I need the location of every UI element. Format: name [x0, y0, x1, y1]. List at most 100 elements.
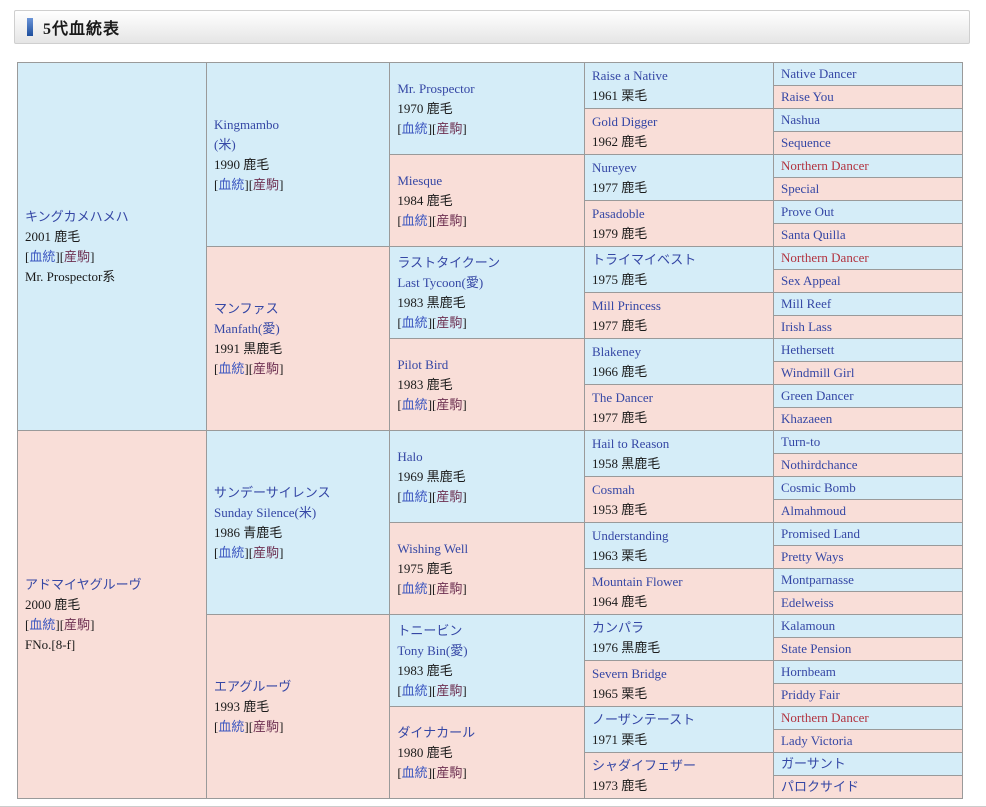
- horse-name-link[interactable]: サンデーサイレンス: [214, 484, 331, 500]
- horse-name-link[interactable]: Santa Quilla: [780, 227, 846, 242]
- pedigree-link-blood[interactable]: 血統: [401, 120, 428, 136]
- horse-name-link[interactable]: Mountain Flower: [591, 573, 683, 589]
- horse-name-link[interactable]: Native Dancer: [780, 66, 857, 81]
- horse-name-link[interactable]: シャダイフェザー: [591, 757, 696, 773]
- pedigree-link-offspring[interactable]: 産駒: [436, 396, 463, 412]
- horse-name-link[interactable]: トニービン: [397, 622, 463, 638]
- horse-name-link[interactable]: Montparnasse: [780, 572, 854, 587]
- pedigree-link-blood[interactable]: 血統: [218, 718, 245, 734]
- pedigree-link-offspring[interactable]: 産駒: [253, 718, 280, 734]
- horse-name-link[interactable]: Lady Victoria: [780, 733, 853, 748]
- pedigree-link-offspring[interactable]: 産駒: [436, 314, 463, 330]
- horse-name2-link[interactable]: Last Tycoon(愛): [397, 274, 484, 290]
- horse-name-link[interactable]: カンパラ: [591, 619, 644, 635]
- horse-name-link[interactable]: Mill Princess: [591, 297, 661, 313]
- pedigree-link-offspring[interactable]: 産駒: [253, 544, 280, 560]
- horse-name-link[interactable]: Priddy Fair: [780, 687, 840, 702]
- horse-name-link[interactable]: ガーサント: [780, 756, 846, 771]
- horse-name2-link[interactable]: (米): [214, 136, 236, 152]
- horse-name-link[interactable]: Promised Land: [780, 526, 861, 541]
- pedigree-link-blood[interactable]: 血統: [218, 176, 245, 192]
- pedigree-link-blood[interactable]: 血統: [29, 248, 56, 264]
- pedigree-link-offspring[interactable]: 産駒: [436, 764, 463, 780]
- horse-name-link[interactable]: パロクサイド: [780, 779, 859, 794]
- horse-name-link[interactable]: Hethersett: [780, 342, 835, 357]
- horse-name-link[interactable]: Almahmoud: [780, 503, 846, 518]
- horse-name-link[interactable]: Halo: [397, 448, 423, 464]
- pedigree-link-blood[interactable]: 血統: [218, 360, 245, 376]
- horse-name-link[interactable]: Khazaeen: [780, 411, 833, 426]
- horse-name-link[interactable]: Nothirdchance: [780, 457, 858, 472]
- horse-name-link[interactable]: Raise a Native: [591, 67, 668, 83]
- pedigree-link-blood[interactable]: 血統: [401, 314, 428, 330]
- horse-name-link[interactable]: Raise You: [780, 89, 834, 104]
- horse-name-link[interactable]: Wishing Well: [397, 540, 469, 556]
- horse-name-link[interactable]: Windmill Girl: [780, 365, 855, 380]
- pedigree-link-offspring[interactable]: 産駒: [436, 212, 463, 228]
- pedigree-link-offspring[interactable]: 産駒: [253, 176, 280, 192]
- pedigree-link-offspring[interactable]: 産駒: [64, 248, 91, 264]
- horse-cell: Sequence: [772, 131, 964, 155]
- horse-name-link[interactable]: Northern Dancer: [780, 710, 869, 725]
- horse-name-link[interactable]: Kingmambo: [214, 116, 279, 132]
- pedigree-link-blood[interactable]: 血統: [401, 488, 428, 504]
- horse-name-link[interactable]: Special: [780, 181, 820, 196]
- pedigree-link-blood[interactable]: 血統: [401, 682, 428, 698]
- horse-name-link[interactable]: Mr. Prospector: [397, 80, 475, 96]
- horse-name-link[interactable]: Miesque: [397, 172, 443, 188]
- horse-name-link[interactable]: Understanding: [591, 527, 669, 543]
- horse-name2-link[interactable]: Sunday Silence(米): [214, 504, 317, 520]
- horse-name-link[interactable]: ダイナカール: [397, 724, 476, 740]
- horse-name-link[interactable]: Edelweiss: [780, 595, 834, 610]
- horse-name-link[interactable]: Green Dancer: [780, 388, 854, 403]
- horse-name-link[interactable]: Hornbeam: [780, 664, 836, 679]
- horse-name-link[interactable]: Hail to Reason: [591, 435, 670, 451]
- pedigree-link-blood[interactable]: 血統: [401, 764, 428, 780]
- horse-name-link[interactable]: ラストタイクーン: [397, 254, 501, 270]
- horse-year-line: 1977 鹿毛: [592, 316, 766, 336]
- horse-name-link[interactable]: Kalamoun: [780, 618, 836, 633]
- horse-name-link-line: Nureyev: [592, 158, 766, 178]
- horse-name-link[interactable]: Pasadoble: [591, 205, 645, 221]
- horse-name-link[interactable]: Northern Dancer: [780, 250, 869, 265]
- horse-name-link[interactable]: Sequence: [780, 135, 831, 150]
- horse-name-link[interactable]: Turn-to: [780, 434, 821, 449]
- horse-name2-link[interactable]: Tony Bin(愛): [397, 642, 468, 658]
- horse-name-link[interactable]: Gold Digger: [591, 113, 658, 129]
- horse-name-link[interactable]: ノーザンテースト: [591, 711, 696, 727]
- horse-name-link[interactable]: Nashua: [780, 112, 820, 127]
- horse-name-link[interactable]: エアグルーヴ: [214, 678, 292, 694]
- horse-name-link[interactable]: The Dancer: [591, 389, 653, 405]
- pedigree-link-blood[interactable]: 血統: [29, 616, 56, 632]
- horse-name-link[interactable]: キングカメハメハ: [25, 208, 129, 224]
- horse-name-link[interactable]: トライマイベスト: [591, 251, 697, 267]
- horse-name-link[interactable]: State Pension: [780, 641, 852, 656]
- horse-name-link[interactable]: Mill Reef: [780, 296, 832, 311]
- pedigree-link-offspring[interactable]: 産駒: [436, 580, 463, 596]
- horse-name-link[interactable]: Blakeney: [591, 343, 642, 359]
- horse-name-link[interactable]: Nureyev: [591, 159, 637, 175]
- pedigree-link-offspring[interactable]: 産駒: [436, 120, 463, 136]
- pedigree-link-offspring[interactable]: 産駒: [436, 488, 463, 504]
- pedigree-link-blood[interactable]: 血統: [401, 212, 428, 228]
- horse-name-link[interactable]: Sex Appeal: [780, 273, 841, 288]
- horse-name2-link[interactable]: Manfath(愛): [214, 320, 280, 336]
- horse-name-link[interactable]: Cosmah: [591, 481, 635, 497]
- horse-year-line: 1977 鹿毛: [592, 408, 766, 428]
- horse-name-link[interactable]: Northern Dancer: [780, 158, 869, 173]
- horse-name-link[interactable]: Cosmic Bomb: [780, 480, 856, 495]
- horse-name-link[interactable]: Irish Lass: [780, 319, 832, 334]
- horse-name-link[interactable]: Pilot Bird: [397, 356, 449, 372]
- horse-name-link[interactable]: マンファス: [214, 300, 279, 316]
- pedigree-link-offspring[interactable]: 産駒: [436, 682, 463, 698]
- pedigree-link-blood[interactable]: 血統: [401, 396, 428, 412]
- horse-name-link[interactable]: Pretty Ways: [780, 549, 844, 564]
- pedigree-link-blood[interactable]: 血統: [218, 544, 245, 560]
- horse-name-link[interactable]: Severn Bridge: [591, 665, 667, 681]
- horse-name-link[interactable]: アドマイヤグルーヴ: [25, 576, 142, 592]
- pedigree-link-blood[interactable]: 血統: [401, 580, 428, 596]
- horse-name-link[interactable]: Prove Out: [780, 204, 835, 219]
- pedigree-link-offspring[interactable]: 産駒: [64, 616, 91, 632]
- pedigree-link-offspring[interactable]: 産駒: [253, 360, 280, 376]
- horse-cell: Priddy Fair: [772, 683, 964, 707]
